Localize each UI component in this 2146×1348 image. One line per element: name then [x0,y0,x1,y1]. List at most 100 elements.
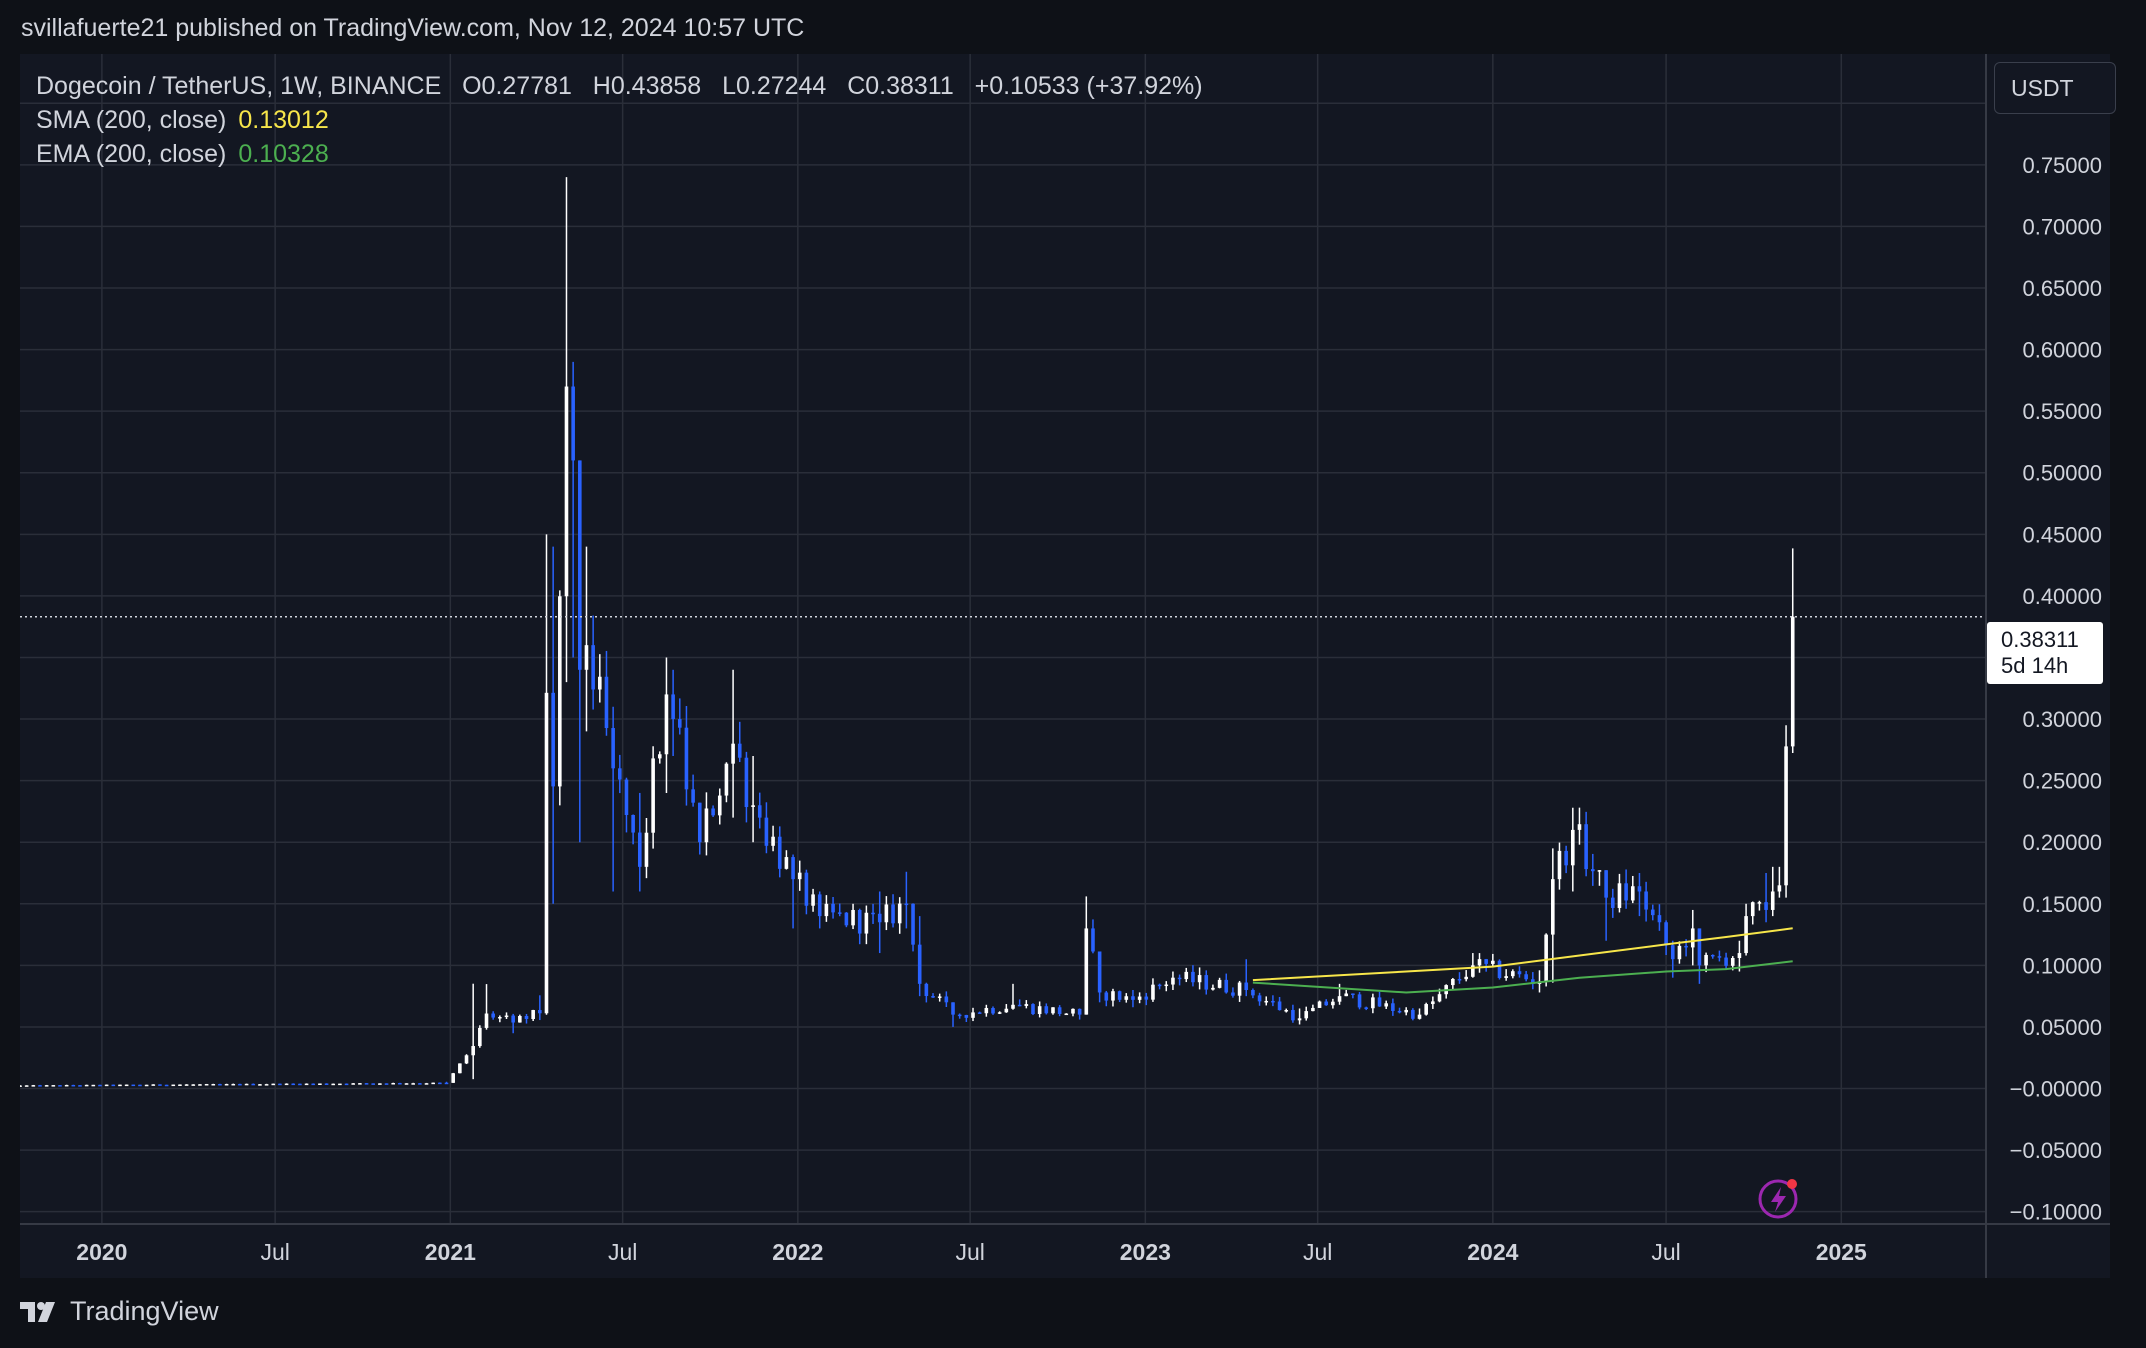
candle-body [304,1083,309,1086]
candle-body [1251,990,1255,996]
candle-body [531,1010,535,1019]
candle-body [1004,1008,1009,1013]
moving-averages [1252,927,1793,994]
candle-body [784,857,789,869]
candle-body [1730,958,1735,966]
price-tick-label: −0.05000 [2010,1138,2102,1163]
price-tick-label: −0.10000 [2010,1200,2102,1225]
flash-icon[interactable] [1757,1176,1801,1220]
price-tick-label: 0.50000 [2022,461,2102,486]
candle-body [384,1083,389,1085]
candle-body [518,1015,522,1023]
candle-body [564,386,569,597]
candle-body [71,1084,76,1087]
candle-body [324,1083,329,1085]
candle-body [691,789,695,803]
candle-body [84,1084,89,1087]
candle-body [1071,1008,1075,1014]
price-tick-label: −0.00000 [2010,1077,2102,1102]
candle-body [1084,928,1089,1015]
brand-name: TradingView [70,1296,219,1326]
candle-body [164,1084,169,1087]
time-tick-label: 2023 [1120,1239,1171,1265]
candle-body [884,904,889,923]
candle-body [20,1085,22,1087]
candle-body [937,996,942,998]
candle-body [891,904,895,924]
candle-body [944,996,949,1003]
candle-body [1764,902,1768,910]
candle-body [1097,951,1102,993]
candle-body [471,1046,475,1056]
candle-body [1331,1001,1335,1006]
candle-body [58,1085,62,1087]
candle-body [1464,976,1468,980]
chart-area[interactable]: 0.800000.750000.700000.650000.600000.550… [20,54,2110,1278]
candle-body [1457,978,1462,981]
candle-body [964,1014,969,1018]
grid-lines [20,54,2110,1278]
candle-body [1657,915,1662,923]
candle-body [911,903,915,945]
candle-body [584,645,589,670]
candle-body [1184,971,1189,980]
candle-body [1417,1014,1422,1019]
candle-body [1757,902,1762,904]
candle-body [1164,984,1169,987]
time-tick-label: 2021 [425,1239,476,1265]
candle-body [657,754,662,759]
candle-body [1571,829,1575,866]
candle-body [1344,993,1349,997]
candle-body [151,1084,156,1086]
candle-body [338,1083,342,1086]
candle-body [504,1015,509,1018]
candle-body [991,1008,995,1014]
candle-body [1371,997,1375,1009]
candle-body [124,1084,129,1087]
candle-body [1171,977,1175,985]
candle-body [977,1012,982,1014]
candle-body [651,758,655,833]
candle-body [224,1083,229,1086]
candle-body [498,1016,502,1019]
candle-body [737,743,742,758]
tradingview-brand[interactable]: TradingView [20,1296,219,1327]
ema-legend[interactable]: EMA (200, close) 0.10328 [36,140,329,169]
candle-body [138,1084,142,1087]
candle-body [144,1084,149,1087]
candle-body [864,912,869,934]
candle-body [211,1083,216,1086]
price-tick-label: 0.05000 [2022,1015,2102,1040]
candle-body [957,1014,962,1017]
sma-legend[interactable]: SMA (200, close) 0.13012 [36,106,329,135]
price-tick-label: 0.20000 [2022,830,2102,855]
candle-body [1291,1010,1295,1021]
price-tick-label: 0.15000 [2022,892,2102,917]
candle-body [78,1085,82,1087]
candle-body [851,909,855,926]
candle-body [1151,984,1155,1000]
candle-body [331,1083,336,1086]
candle-body [1484,959,1488,964]
candle-body [984,1008,989,1014]
candle-body [611,728,615,769]
time-tick-label: Jul [260,1239,289,1265]
candle-body [104,1084,109,1087]
candle-body [1024,1004,1029,1006]
candle-body [671,694,675,720]
time-tick-label: Jul [608,1239,637,1265]
candle-body [478,1027,482,1047]
candle-body [91,1084,96,1087]
candle-body [731,743,735,764]
price-chart[interactable]: 0.800000.750000.700000.650000.600000.550… [20,54,2110,1278]
candle-body [571,386,575,461]
candle-body [751,805,755,808]
currency-selector-button[interactable]: USDT [1994,62,2116,114]
candle-body [697,802,702,843]
candle-body [318,1083,322,1085]
symbol-label[interactable]: Dogecoin / TetherUS, 1W, BINANCE [36,72,442,100]
candle-body [1524,974,1528,980]
candle-body [1704,954,1708,966]
candle-body [1717,956,1722,958]
candle-body [1304,1011,1309,1019]
